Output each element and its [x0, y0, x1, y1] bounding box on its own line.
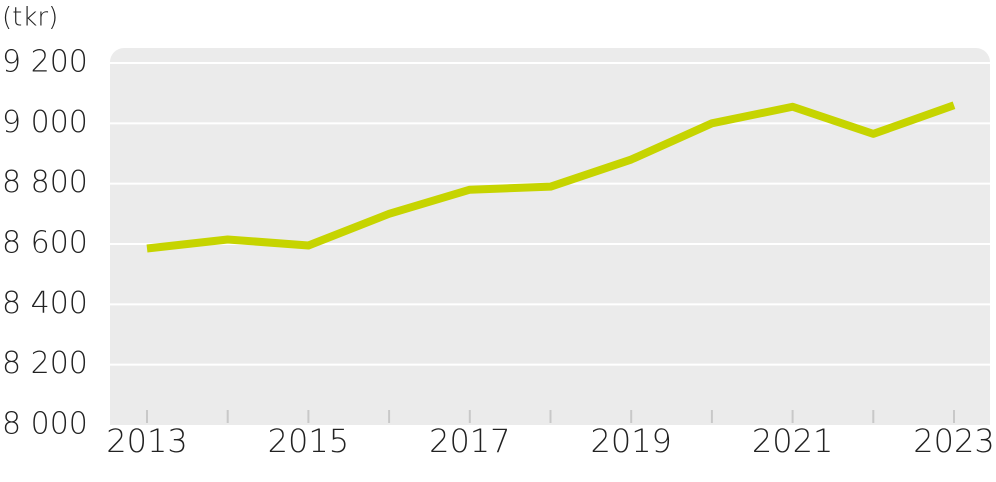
- y-tick-label: 8 800: [2, 165, 88, 200]
- x-tick-label: 2023: [913, 422, 994, 460]
- x-tick-label: 2015: [268, 422, 349, 460]
- plot-area: [110, 48, 990, 425]
- y-tick-label: 8 400: [2, 286, 88, 321]
- y-axis-label: (tkr): [2, 3, 58, 33]
- x-tick-label: 2019: [590, 422, 671, 460]
- x-tick-label: 2017: [429, 422, 510, 460]
- line-series: [146, 101, 956, 253]
- y-tick-label: 9 000: [2, 105, 88, 140]
- x-tick-label: 2013: [106, 422, 187, 460]
- y-tick-label: 8 200: [2, 346, 88, 381]
- y-tick-label: 8 600: [2, 226, 88, 261]
- x-tick-label: 2021: [752, 422, 833, 460]
- y-tick-label: 9 200: [2, 45, 88, 80]
- y-tick-label: 8 000: [2, 407, 88, 442]
